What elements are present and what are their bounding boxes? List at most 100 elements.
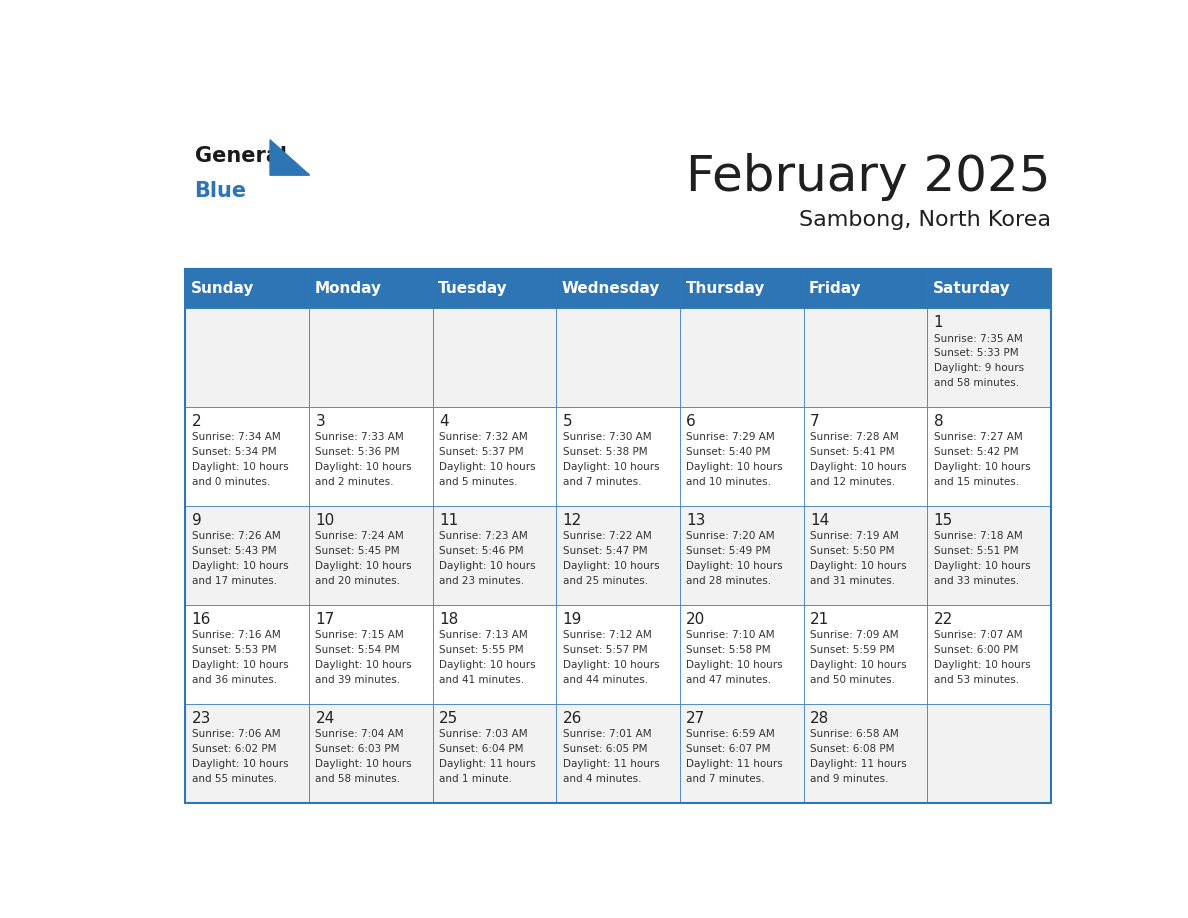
Text: Sunrise: 7:33 AM: Sunrise: 7:33 AM [315,432,404,442]
Text: Sunset: 6:02 PM: Sunset: 6:02 PM [191,744,277,755]
Text: and 7 minutes.: and 7 minutes. [687,774,765,784]
FancyBboxPatch shape [185,506,309,605]
Text: Sunset: 5:40 PM: Sunset: 5:40 PM [687,447,771,457]
Text: 9: 9 [191,513,202,528]
Text: Sunrise: 6:58 AM: Sunrise: 6:58 AM [810,730,898,739]
FancyBboxPatch shape [432,407,556,506]
Text: Sunset: 5:38 PM: Sunset: 5:38 PM [563,447,647,457]
FancyBboxPatch shape [432,704,556,803]
Text: Sunrise: 7:06 AM: Sunrise: 7:06 AM [191,730,280,739]
Text: Daylight: 10 hours: Daylight: 10 hours [563,660,659,670]
FancyBboxPatch shape [556,605,680,704]
Text: Sunset: 6:04 PM: Sunset: 6:04 PM [440,744,524,755]
Text: 21: 21 [810,612,829,627]
Text: and 33 minutes.: and 33 minutes. [934,576,1019,586]
FancyBboxPatch shape [185,407,309,506]
FancyBboxPatch shape [927,308,1051,407]
Text: Daylight: 11 hours: Daylight: 11 hours [810,759,906,769]
Polygon shape [270,140,310,175]
FancyBboxPatch shape [432,269,556,308]
Text: and 58 minutes.: and 58 minutes. [315,774,400,784]
Text: Daylight: 10 hours: Daylight: 10 hours [315,561,412,571]
FancyBboxPatch shape [803,269,927,308]
Text: Tuesday: Tuesday [438,281,508,297]
Text: Daylight: 10 hours: Daylight: 10 hours [934,660,1030,670]
Text: 1: 1 [934,315,943,330]
Text: Daylight: 10 hours: Daylight: 10 hours [191,660,289,670]
Text: 10: 10 [315,513,335,528]
FancyBboxPatch shape [680,704,803,803]
Text: and 9 minutes.: and 9 minutes. [810,774,889,784]
FancyBboxPatch shape [309,308,432,407]
Text: Sunset: 5:46 PM: Sunset: 5:46 PM [440,546,524,556]
FancyBboxPatch shape [680,605,803,704]
FancyBboxPatch shape [803,308,927,407]
Text: Daylight: 10 hours: Daylight: 10 hours [440,660,536,670]
Text: Daylight: 9 hours: Daylight: 9 hours [934,364,1024,374]
FancyBboxPatch shape [803,407,927,506]
Text: Sunrise: 7:01 AM: Sunrise: 7:01 AM [563,730,651,739]
Text: 15: 15 [934,513,953,528]
Text: Sunset: 5:33 PM: Sunset: 5:33 PM [934,348,1018,358]
FancyBboxPatch shape [927,704,1051,803]
Text: 27: 27 [687,711,706,726]
Text: and 0 minutes.: and 0 minutes. [191,477,270,487]
Text: and 23 minutes.: and 23 minutes. [440,576,524,586]
Text: and 31 minutes.: and 31 minutes. [810,576,895,586]
Text: 26: 26 [563,711,582,726]
Text: 13: 13 [687,513,706,528]
FancyBboxPatch shape [309,407,432,506]
Text: and 50 minutes.: and 50 minutes. [810,675,895,685]
FancyBboxPatch shape [927,506,1051,605]
Text: and 5 minutes.: and 5 minutes. [440,477,518,487]
Text: Sunrise: 7:18 AM: Sunrise: 7:18 AM [934,532,1023,542]
Text: Sunset: 5:51 PM: Sunset: 5:51 PM [934,546,1018,556]
Text: Sunset: 5:50 PM: Sunset: 5:50 PM [810,546,895,556]
Text: 16: 16 [191,612,211,627]
Text: Sunset: 5:57 PM: Sunset: 5:57 PM [563,645,647,655]
Text: Daylight: 10 hours: Daylight: 10 hours [191,759,289,769]
Text: Sunset: 5:37 PM: Sunset: 5:37 PM [440,447,524,457]
Text: and 47 minutes.: and 47 minutes. [687,675,771,685]
Text: Sunrise: 7:30 AM: Sunrise: 7:30 AM [563,432,651,442]
Text: 20: 20 [687,612,706,627]
Text: and 55 minutes.: and 55 minutes. [191,774,277,784]
Text: General: General [195,146,286,166]
Text: Sunrise: 7:35 AM: Sunrise: 7:35 AM [934,333,1023,343]
Text: and 12 minutes.: and 12 minutes. [810,477,895,487]
Text: Sunrise: 7:34 AM: Sunrise: 7:34 AM [191,432,280,442]
Text: Sunday: Sunday [191,281,254,297]
Text: Monday: Monday [315,281,381,297]
Text: Sunrise: 7:24 AM: Sunrise: 7:24 AM [315,532,404,542]
FancyBboxPatch shape [432,605,556,704]
Text: Sunrise: 7:23 AM: Sunrise: 7:23 AM [440,532,527,542]
Text: Sunset: 5:59 PM: Sunset: 5:59 PM [810,645,895,655]
Text: Sunset: 5:42 PM: Sunset: 5:42 PM [934,447,1018,457]
FancyBboxPatch shape [185,704,309,803]
Text: Daylight: 10 hours: Daylight: 10 hours [934,561,1030,571]
FancyBboxPatch shape [556,506,680,605]
FancyBboxPatch shape [927,407,1051,506]
Text: and 39 minutes.: and 39 minutes. [315,675,400,685]
Text: Thursday: Thursday [685,281,765,297]
Text: Daylight: 11 hours: Daylight: 11 hours [563,759,659,769]
Text: 8: 8 [934,414,943,429]
Text: Sunrise: 7:28 AM: Sunrise: 7:28 AM [810,432,898,442]
Text: Daylight: 11 hours: Daylight: 11 hours [687,759,783,769]
Text: Sunrise: 7:27 AM: Sunrise: 7:27 AM [934,432,1023,442]
Text: Daylight: 10 hours: Daylight: 10 hours [440,462,536,472]
Text: Daylight: 10 hours: Daylight: 10 hours [315,462,412,472]
FancyBboxPatch shape [556,308,680,407]
Text: Sunset: 5:58 PM: Sunset: 5:58 PM [687,645,771,655]
Text: 14: 14 [810,513,829,528]
Text: and 20 minutes.: and 20 minutes. [315,576,400,586]
Text: 5: 5 [563,414,573,429]
Text: Sunrise: 7:15 AM: Sunrise: 7:15 AM [315,631,404,641]
Text: Daylight: 10 hours: Daylight: 10 hours [934,462,1030,472]
Text: and 10 minutes.: and 10 minutes. [687,477,771,487]
Text: and 1 minute.: and 1 minute. [440,774,512,784]
Text: Sunrise: 7:03 AM: Sunrise: 7:03 AM [440,730,527,739]
Text: Sunrise: 7:12 AM: Sunrise: 7:12 AM [563,631,651,641]
Text: 19: 19 [563,612,582,627]
Text: 12: 12 [563,513,582,528]
